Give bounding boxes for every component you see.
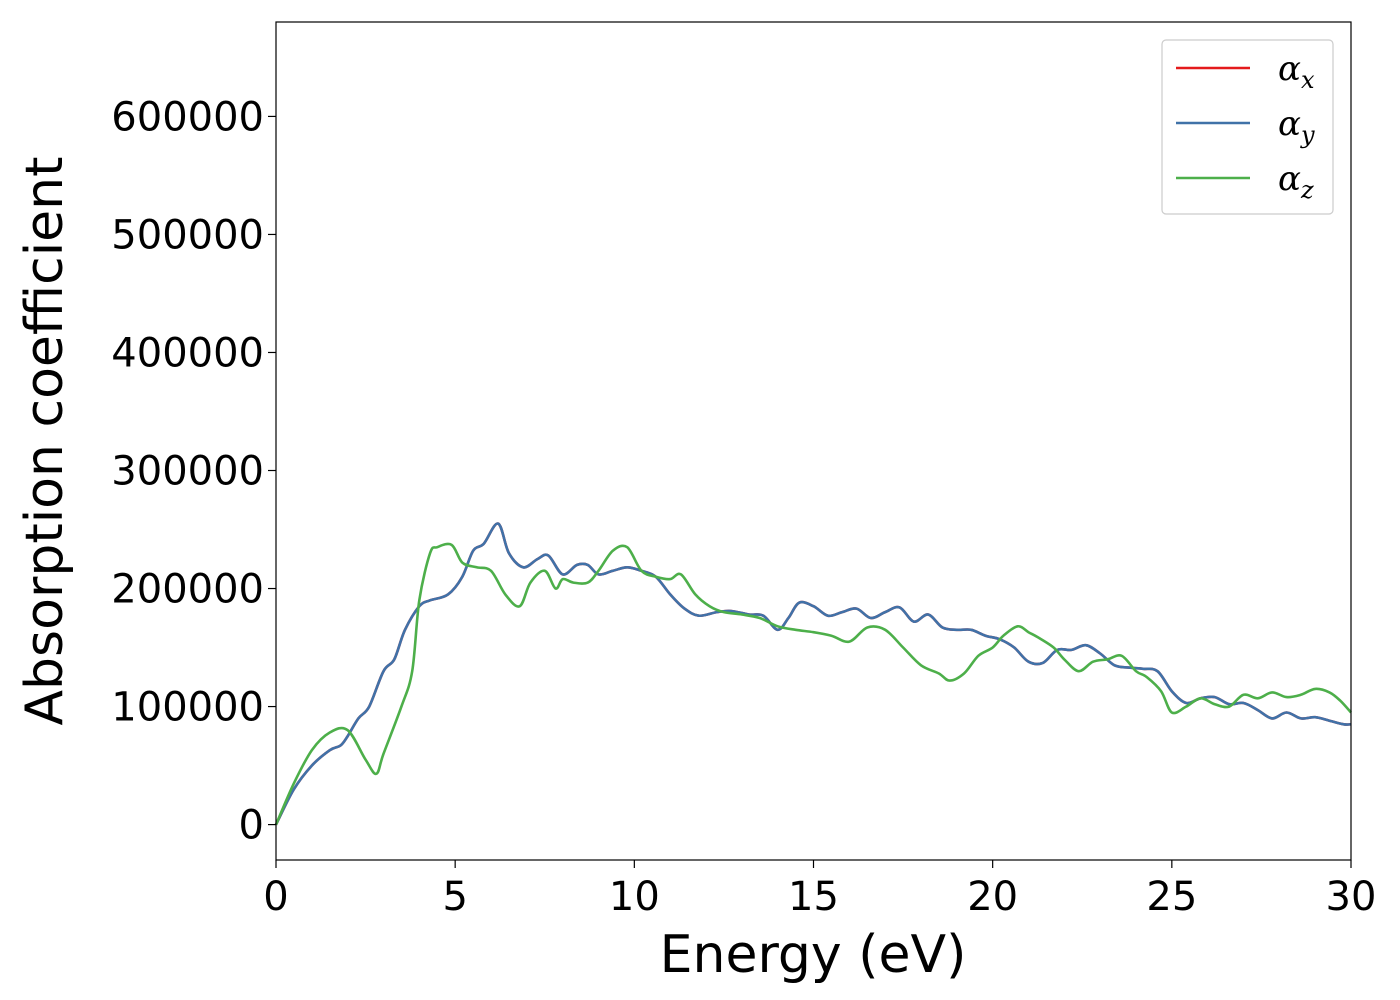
y-tick-label: 500000 [111,212,264,258]
x-tick-label: 30 [1326,874,1377,920]
y-tick-label: 100000 [111,685,264,731]
legend-label-symbol: α [1278,159,1301,199]
x-tick-label: 0 [263,874,288,920]
y-tick-label: 300000 [111,449,264,495]
series-line-z [274,542,1352,826]
x-tick-label: 5 [442,874,467,920]
x-tick-label: 25 [1146,874,1197,920]
y-tick-label: 200000 [111,567,264,613]
legend-label-symbol: α [1278,104,1301,144]
legend-label-subscript: y [1300,121,1315,149]
x-axis-ticks: 0 5 10 15 20 25 30 [263,860,1376,920]
series-layer [274,522,1352,826]
y-tick-label: 600000 [111,94,264,140]
legend-label-z: αz [1278,159,1314,204]
y-axis-ticks: 0 100000 200000 300000 400000 500000 600000 [111,94,276,849]
legend-label-symbol: α [1278,49,1301,89]
legend-label-subscript: z [1300,176,1314,204]
legend-label-y: αy [1278,104,1315,149]
legend-label-subscript: x [1301,66,1315,94]
y-axis-label: Absorption coefficient [15,156,75,725]
x-tick-label: 20 [967,874,1018,920]
legend-label-x: αx [1278,49,1315,94]
x-tick-label: 15 [788,874,839,920]
x-tick-label: 10 [609,874,660,920]
y-tick-label: 400000 [111,330,264,376]
y-tick-label: 0 [239,803,264,849]
series-line-y [274,522,1352,826]
x-axis-label: Energy (eV) [660,925,967,985]
legend-box [1161,39,1334,215]
